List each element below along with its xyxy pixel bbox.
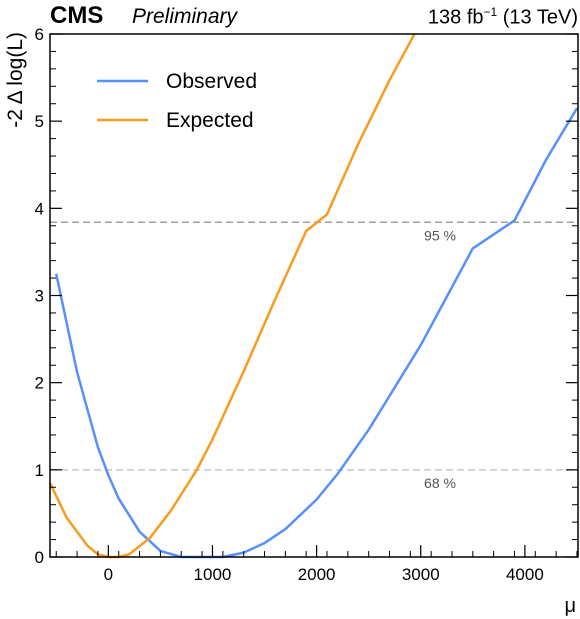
y-tick-label: 1	[35, 461, 44, 480]
threshold-lines: 68 % 95 %	[50, 221, 578, 491]
x-tick-label: 4000	[506, 565, 544, 584]
y-tick-label: 3	[35, 287, 44, 306]
lumi-value: 138 fb	[427, 6, 484, 29]
x-tick-label: 2000	[298, 565, 336, 584]
x-tick-label: 0	[104, 565, 113, 584]
series-line	[54, 107, 579, 559]
experiment-label: CMS	[50, 2, 104, 29]
x-tick-label: 3000	[402, 565, 440, 584]
y-tick-label: 5	[35, 112, 44, 131]
legend: Observed Expected	[97, 70, 257, 132]
x-axis-label: μ	[564, 595, 576, 617]
energy-label: (13 TeV)	[502, 6, 578, 29]
curves	[48, 33, 579, 559]
y-tick-label: 2	[35, 374, 44, 393]
series-line	[48, 33, 416, 559]
legend-label: Expected	[166, 109, 254, 132]
axis-ticks: 0 1000 2000 3000 4000 0 1 2 3 4 5 6	[35, 25, 578, 584]
y-tick-label: 4	[35, 199, 44, 218]
legend-label: Observed	[166, 70, 257, 93]
y-axis-label: -2 Δ log(L)	[4, 32, 27, 128]
plot-frame	[49, 33, 579, 558]
lumi-exponent: −1	[483, 5, 498, 19]
y-tick-label: 6	[35, 25, 44, 44]
y-tick-label: 0	[35, 548, 44, 567]
x-tick-label: 1000	[194, 565, 232, 584]
luminosity-label: 138 fb−1 (13 TeV)	[428, 5, 578, 30]
threshold-label: 95 %	[424, 227, 456, 243]
threshold-label: 68 %	[424, 475, 456, 491]
status-label: Preliminary	[132, 5, 238, 28]
